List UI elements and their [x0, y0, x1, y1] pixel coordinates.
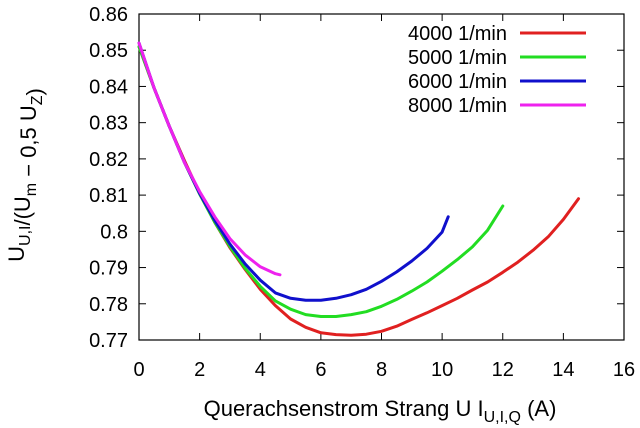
- y-axis-label-part: ): [22, 88, 47, 95]
- x-tick-label: 16: [613, 359, 635, 381]
- y-axis-label-part: U: [4, 246, 29, 262]
- legend-label: 4000 1/min: [408, 23, 507, 45]
- data-series: [137, 41, 580, 337]
- x-tick-label: 6: [315, 359, 326, 381]
- y-axis-ticks: 0.77 0.78 0.79 0.8 0.81 0.82 0.83 0.84 0.85 0.86: [89, 4, 624, 352]
- legend-label: 6000 1/min: [408, 71, 507, 93]
- x-axis-ticks: 0 2 4 6 8 10 12 14 16: [133, 14, 635, 381]
- series-line: [137, 41, 450, 302]
- y-tick-label: 0.83: [89, 113, 128, 135]
- y-tick-label: 0.86: [89, 4, 128, 26]
- x-tick-label: 0: [133, 359, 144, 381]
- x-tick-label: 8: [376, 359, 387, 381]
- y-tick-label: 0.84: [89, 76, 128, 98]
- y-axis-label-subscript: m: [23, 183, 40, 196]
- x-axis-label-main: Querachsenstrom Strang U I: [204, 396, 484, 421]
- y-tick-label: 0.82: [89, 149, 128, 171]
- series-line: [137, 41, 282, 277]
- x-tick-label: 10: [431, 359, 453, 381]
- y-tick-label: 0.79: [89, 258, 128, 280]
- x-tick-label: 2: [194, 359, 205, 381]
- y-tick-label: 0.78: [89, 294, 128, 316]
- y-tick-label: 0.77: [89, 330, 128, 352]
- y-axis-label: UU,I/(Um − 0,5 UZ): [4, 88, 47, 262]
- y-axis-label-part: /(U: [10, 196, 35, 225]
- x-tick-label: 4: [255, 359, 266, 381]
- x-axis-label-subscript: U,I,Q: [484, 409, 521, 426]
- y-axis-label-subscript: U,I: [17, 226, 34, 246]
- x-axis-label: Querachsenstrom Strang U IU,I,Q (A): [204, 396, 557, 426]
- y-axis-label-subscript: Z: [29, 95, 46, 105]
- legend-label: 8000 1/min: [408, 95, 507, 117]
- y-tick-label: 0.85: [89, 40, 128, 62]
- x-tick-label: 12: [492, 359, 514, 381]
- legend-label: 5000 1/min: [408, 47, 507, 69]
- y-tick-label: 0.8: [100, 221, 128, 243]
- y-tick-label: 0.81: [89, 185, 128, 207]
- plot-frame: [138, 13, 625, 341]
- x-tick-label: 14: [552, 359, 574, 381]
- y-axis-label-part: − 0,5 U: [16, 105, 41, 183]
- x-axis-label-unit: (A): [521, 396, 556, 421]
